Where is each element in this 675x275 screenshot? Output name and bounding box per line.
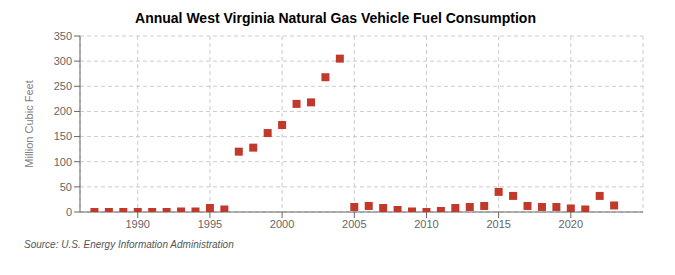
svg-text:100: 100 [54, 156, 72, 168]
svg-text:200: 200 [54, 105, 72, 117]
svg-text:2005: 2005 [342, 218, 366, 230]
svg-text:150: 150 [54, 130, 72, 142]
svg-text:50: 50 [60, 181, 72, 193]
svg-text:1990: 1990 [126, 218, 150, 230]
svg-text:350: 350 [54, 30, 72, 42]
html-text:Annual West Virginia Natural G: Annual West Virginia Natural Gas Vehicle… [135, 10, 536, 26]
svg-text:2010: 2010 [414, 218, 438, 230]
svg-text:1995: 1995 [198, 218, 222, 230]
svg-text:250: 250 [54, 80, 72, 92]
html-text:Source: U.S. Energy Informatio: Source: U.S. Energy Information Administ… [24, 239, 234, 250]
svg-text:300: 300 [54, 55, 72, 67]
svg-text:2015: 2015 [486, 218, 510, 230]
svg-text:2020: 2020 [559, 218, 583, 230]
svg-text:2000: 2000 [270, 218, 294, 230]
svg-text:0: 0 [66, 206, 72, 218]
svg-text:Million Cubic Feet: Million Cubic Feet [23, 80, 35, 167]
